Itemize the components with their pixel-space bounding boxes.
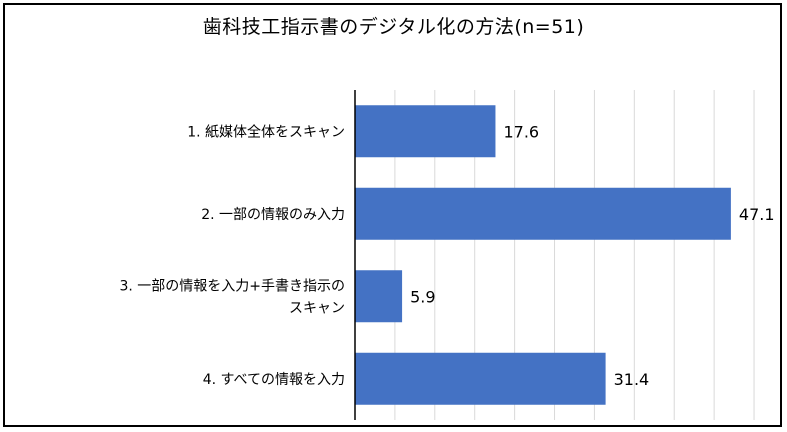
bar: [355, 270, 403, 323]
value-label: 5.9: [410, 287, 435, 306]
bar: [355, 352, 606, 405]
bar: [355, 187, 731, 240]
category-labels: 17.6 1. 紙媒体全体をスキャン 47.1 2. 一部の情報のみ入力 5.9 3. 一…: [119, 122, 774, 389]
category-label: スキャン: [289, 300, 345, 316]
category-label: 4. すべての情報を入力: [203, 372, 345, 388]
category-label: 2. 一部の情報のみ入力: [201, 207, 345, 223]
value-label: 31.4: [614, 370, 650, 389]
bar: [355, 105, 496, 158]
value-label: 47.1: [739, 205, 775, 224]
category-label: 1. 紙媒体全体をスキャン: [187, 123, 345, 140]
bars: [355, 105, 731, 405]
chart-title: 歯科技工指示書のデジタル化の方法(n=51): [202, 16, 585, 38]
value-label: 17.6: [503, 122, 539, 141]
category-label: 3. 一部の情報を入力+手書き指示の: [119, 278, 345, 294]
